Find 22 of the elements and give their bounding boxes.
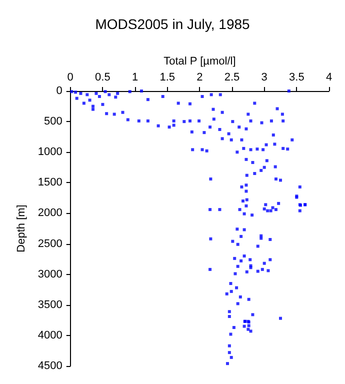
x-tick-label: 0 — [67, 72, 74, 84]
y-tick-label: 4000 — [38, 329, 62, 342]
y-axis-title: Depth [m] — [16, 204, 28, 252]
x-tick-label: 1 — [132, 72, 138, 84]
x-tick-label: 1.5 — [160, 72, 176, 84]
y-tick-label: 500 — [44, 116, 62, 128]
x-tick-label: 3.5 — [289, 72, 304, 84]
y-tick-label: 3000 — [38, 268, 62, 280]
x-tick-label: 3 — [261, 72, 268, 84]
x-tick-label: 2.5 — [224, 72, 240, 84]
x-tick-label: 2 — [196, 72, 203, 84]
y-tick-label: 1500 — [38, 176, 62, 189]
y-tick-label: 2000 — [38, 207, 62, 220]
y-tick-label: 3500 — [38, 298, 62, 311]
chart-title: MODS2005 in July, 1985 — [95, 16, 250, 32]
y-tick-label: 1000 — [38, 146, 62, 158]
x-tick-label: 0.5 — [95, 72, 110, 84]
x-tick-label: 4 — [326, 72, 332, 84]
y-tick-label: 0 — [56, 85, 62, 97]
y-tick-label: 4500 — [38, 360, 62, 372]
x-axis-title: Total P [µmol/l] — [164, 56, 236, 68]
y-tick-label: 2500 — [38, 238, 62, 250]
